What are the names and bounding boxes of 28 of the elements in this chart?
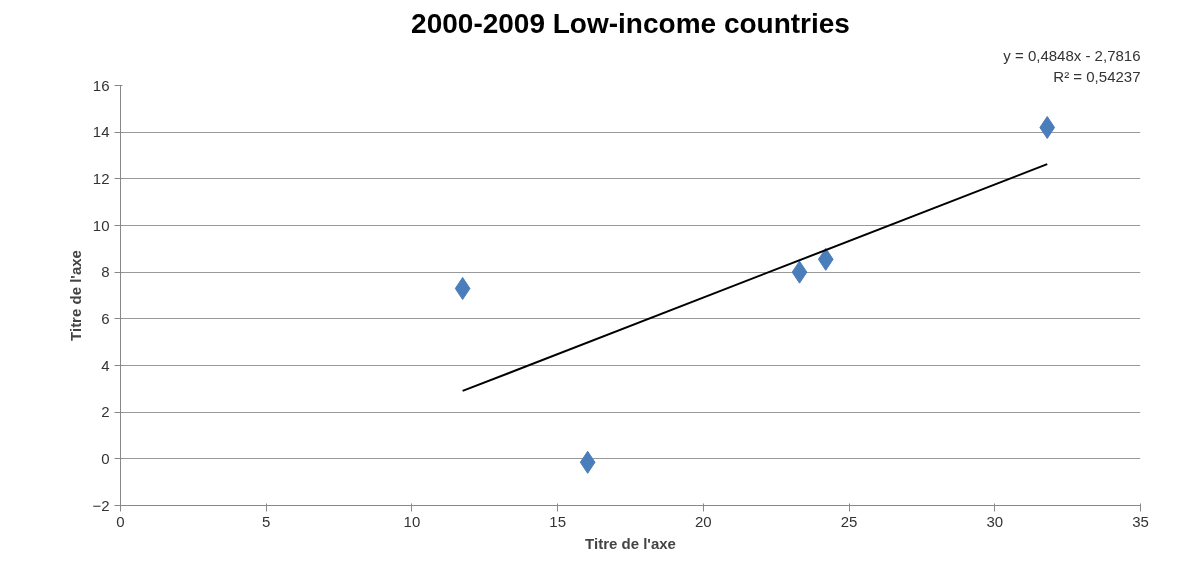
x-axis-title: Titre de l'axe (585, 534, 676, 552)
x-tick-label: 35 (1132, 512, 1149, 530)
text: y = 0,4848x - 2,7816 (1003, 46, 1141, 64)
y-tick-label: 16 (92, 76, 110, 94)
y-tick-label: 6 (101, 309, 110, 327)
y-tick-label: 0 (101, 449, 110, 467)
x-tick-label: 20 (695, 512, 712, 530)
y-tick-label: 2 (101, 403, 110, 421)
x-tick-label: 0 (116, 512, 125, 530)
point (791, 260, 808, 284)
y-tick-label: 8 (101, 263, 110, 281)
x-tick-label: 15 (549, 512, 566, 530)
y-tick-label: 14 (92, 123, 110, 141)
x-tick-label: 10 (403, 512, 421, 530)
y-tick-label: 12 (92, 169, 110, 187)
x-tick-label: 30 (986, 512, 1004, 530)
x-tick-label: 25 (840, 512, 858, 530)
y-tick-label: 10 (92, 216, 110, 234)
point (579, 450, 596, 474)
y-tick-label: 4 (101, 356, 110, 374)
point (454, 277, 471, 300)
point (1039, 116, 1056, 139)
text: R² = 0,54237 (1053, 67, 1141, 85)
point (817, 247, 834, 271)
y-tick-label: −2 (92, 496, 110, 514)
chart-title: 2000-2009 Low-income countries (411, 7, 850, 39)
x-tick-label: 5 (262, 512, 271, 530)
y-axis-title: Titre de l'axe (67, 250, 85, 341)
